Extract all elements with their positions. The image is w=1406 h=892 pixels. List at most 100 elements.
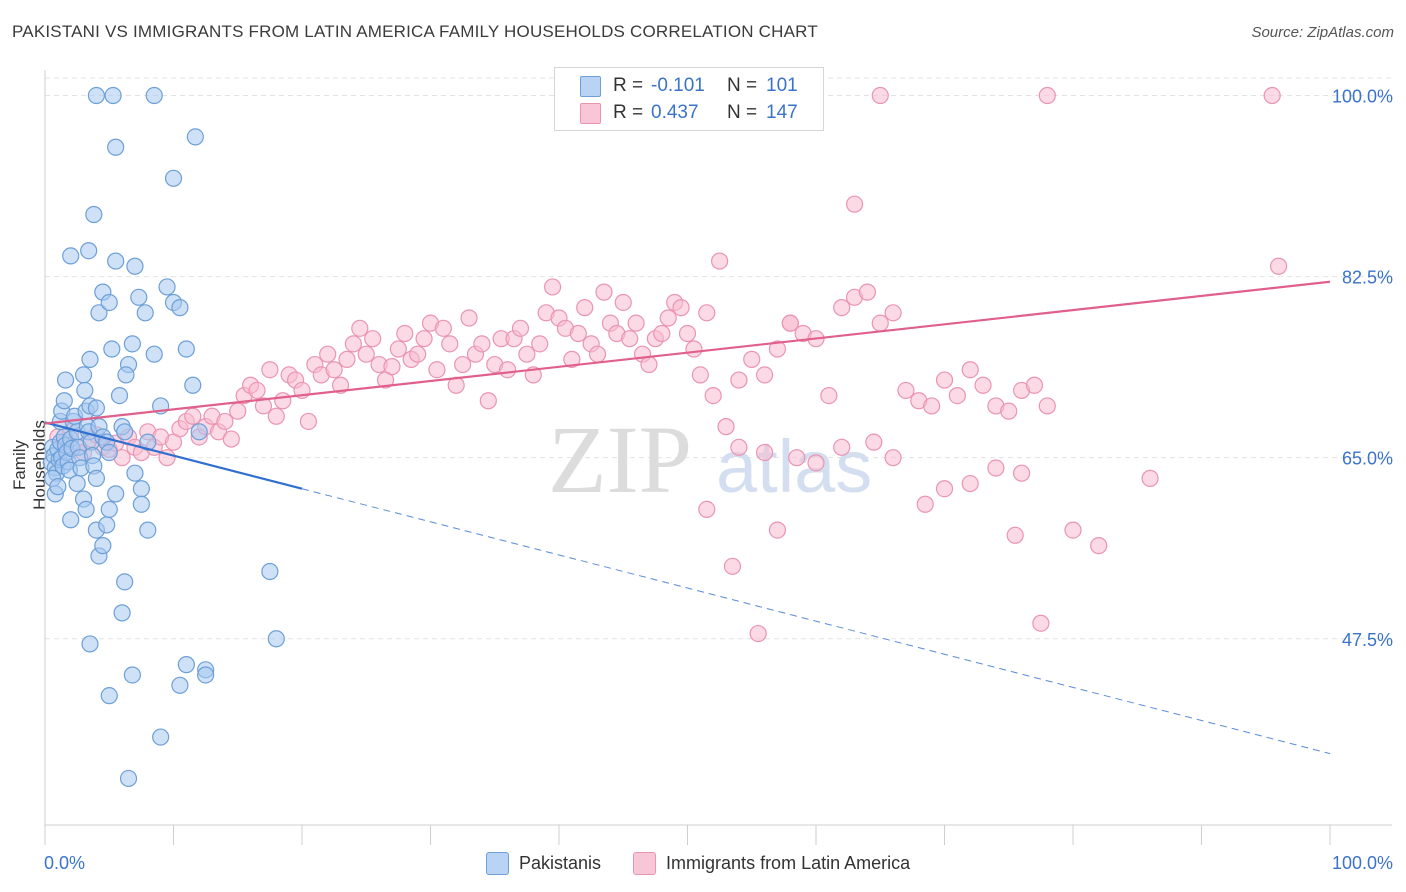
latin-america-point (1141, 469, 1159, 487)
latin-america-point (1000, 402, 1018, 420)
latin-america-point (563, 350, 581, 368)
latin-america-point (576, 299, 594, 317)
latin-america-point (749, 624, 767, 643)
latin-america-point (518, 345, 536, 363)
pakistani-point (145, 86, 163, 105)
latin-america-point (338, 350, 356, 368)
pakistani-point (100, 443, 118, 462)
latin-america-point (460, 309, 478, 327)
legend-label: Pakistanis (519, 853, 602, 873)
latin-america-point (428, 361, 446, 379)
latin-america-point (678, 324, 697, 343)
latin-america-point (672, 299, 690, 317)
pakistani-point (132, 495, 150, 513)
latin-america-point (261, 361, 279, 379)
pakistani-point (126, 464, 144, 482)
latin-america-point (588, 345, 607, 363)
n-label: N = (727, 102, 758, 123)
pakistani-point (177, 340, 195, 358)
latin-america-point (897, 381, 915, 400)
latin-america-point (730, 371, 748, 389)
x-tick-label: 0.0% (44, 853, 85, 873)
latin-america-point (415, 330, 433, 348)
watermark-atlas: atlas (716, 425, 872, 508)
pakistani-point (87, 86, 106, 105)
legend-item-pakistanis[interactable]: Pakistanis (486, 852, 601, 875)
latin-america-point (723, 557, 742, 575)
chart-title: PAKISTANI VS IMMIGRANTS FROM LATIN AMERI… (12, 22, 818, 41)
pakistani-point (267, 630, 285, 648)
pakistani-point (62, 511, 80, 529)
r-label: R = (613, 102, 644, 123)
pakistani-point (76, 381, 94, 400)
pakistani-point (139, 521, 157, 539)
latin-america-point (698, 304, 716, 322)
latin-america-point (711, 252, 729, 270)
latin-america-point (479, 392, 497, 410)
latin-america-point (974, 376, 992, 394)
n-value: 147 (766, 102, 798, 123)
pakistani-point (123, 335, 141, 353)
pakistani-point (55, 392, 73, 410)
latin-america-point (1006, 526, 1024, 544)
latin-america-point (409, 345, 427, 363)
latin-america-point (531, 335, 549, 353)
latin-america-point (691, 366, 709, 384)
latin-america-point (743, 350, 761, 368)
latin-america-point (685, 340, 703, 358)
pakistani-point (126, 257, 144, 275)
latin-america-point (331, 376, 350, 394)
latin-america-point (923, 397, 941, 415)
pakistani-point (81, 350, 99, 368)
latin-america-point (441, 335, 459, 353)
pakistani-point (116, 573, 134, 591)
series-legend: Pakistanis Immigrants from Latin America (486, 852, 942, 875)
pakistani-point (132, 480, 150, 498)
pakistani-point (103, 340, 121, 358)
pakistani-point (136, 304, 154, 322)
legend-swatch-blue (580, 76, 601, 97)
r-value: 0.437 (651, 102, 699, 123)
watermark-zip: ZIP (548, 406, 692, 513)
latin-america-point (473, 335, 491, 353)
latin-america-point (454, 355, 472, 374)
pakistani-point (113, 604, 131, 622)
pakistani-point (117, 366, 135, 384)
pakistani-point (107, 252, 125, 270)
latin-america-point (807, 454, 825, 472)
r-label: R = (613, 75, 644, 96)
legend-item-latin-america[interactable]: Immigrants from Latin America (633, 852, 910, 875)
latin-america-point (948, 386, 966, 405)
latin-america-point (884, 449, 902, 467)
pakistani-point (184, 376, 202, 394)
legend-row-pakistanis: R = -0.101 N = 101 (580, 74, 821, 98)
pakistani-point (90, 304, 108, 322)
legend-swatch-pink (580, 103, 601, 124)
latin-america-trend (44, 280, 1331, 425)
latin-america-point (768, 521, 787, 539)
y-tick-label: 65.0% (1342, 449, 1393, 469)
y-tick-label: 47.5% (1342, 630, 1393, 650)
trend-lines (44, 280, 1331, 755)
latin-america-point (698, 500, 716, 519)
latin-america-point (755, 443, 774, 462)
latin-america-point (614, 293, 632, 312)
legend-row-latin-america: R = 0.437 N = 147 (580, 101, 821, 125)
latin-america-point (229, 402, 247, 420)
pakistani-point (74, 366, 93, 384)
latin-america-point (1038, 86, 1056, 105)
n-value: 101 (766, 75, 798, 96)
latin-america-point (1263, 86, 1281, 105)
pakistani-point (177, 656, 195, 674)
r-value: -0.101 (651, 75, 705, 96)
latin-america-point (653, 324, 671, 343)
pakistani-point (119, 769, 138, 788)
latin-america-point (267, 407, 285, 425)
latin-america-point (987, 459, 1005, 477)
latin-america-point (659, 309, 677, 327)
latin-america-point (768, 340, 787, 358)
pakistani-trend-dashed (301, 488, 1331, 755)
pakistani-point (49, 478, 67, 496)
latin-america-point (1038, 397, 1056, 415)
